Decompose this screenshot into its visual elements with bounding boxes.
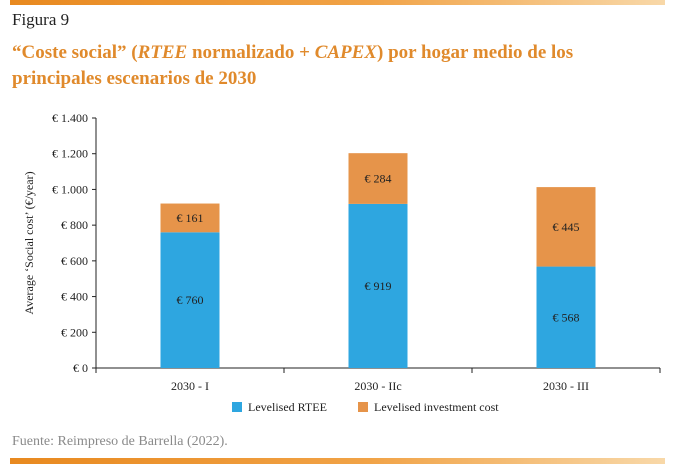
data-label: € 284 [365, 172, 392, 186]
legend-swatch [232, 402, 242, 412]
title-part-capex: CAPEX [314, 42, 377, 63]
legend-label: Levelised investment cost [374, 400, 499, 414]
legend-swatch [358, 402, 368, 412]
title-part-rtee: RTEE [137, 42, 188, 63]
title-part-5: ) por hogar medio de los principales esc… [12, 42, 574, 89]
title-part-3: normalizado + [187, 42, 315, 63]
source-note: Fuente: Reimpreso de Barrella (2022). [12, 434, 228, 449]
bar-investment [348, 153, 408, 204]
x-tick-label: 2030 - IIc [354, 379, 401, 393]
y-tick-label: € 800 [61, 218, 88, 232]
bar-rtee [348, 203, 408, 368]
top-rule [10, 0, 665, 5]
y-tick-label: € 200 [61, 325, 88, 339]
data-label: € 445 [553, 220, 580, 234]
bottom-rule [10, 458, 665, 464]
bar-rtee [160, 232, 220, 368]
y-axis-title: Average ‘Social cost’ (€/year) [22, 171, 36, 314]
figure-label: Figura 9 [12, 10, 70, 29]
y-tick-label: € 1.200 [52, 147, 88, 161]
x-tick-label: 2030 - I [171, 379, 209, 393]
data-label: € 568 [553, 310, 580, 324]
data-label: € 161 [177, 211, 204, 225]
y-tick-label: € 600 [61, 254, 88, 268]
y-tick-label: € 1.400 [52, 111, 88, 125]
data-label: € 760 [177, 293, 204, 307]
legend-label: Levelised RTEE [248, 400, 327, 414]
bar-investment [536, 187, 596, 267]
title-part-1: “Coste social” ( [12, 42, 138, 63]
bar-investment [160, 203, 220, 233]
y-tick-label: € 1.000 [52, 182, 88, 196]
bar-rtee [536, 266, 596, 368]
y-tick-label: € 400 [61, 290, 88, 304]
figure-title: “Coste social” (RTEE normalizado + CAPEX… [12, 40, 652, 92]
x-tick-label: 2030 - III [543, 379, 589, 393]
data-label: € 919 [365, 279, 392, 293]
y-tick-label: € 0 [73, 361, 88, 375]
